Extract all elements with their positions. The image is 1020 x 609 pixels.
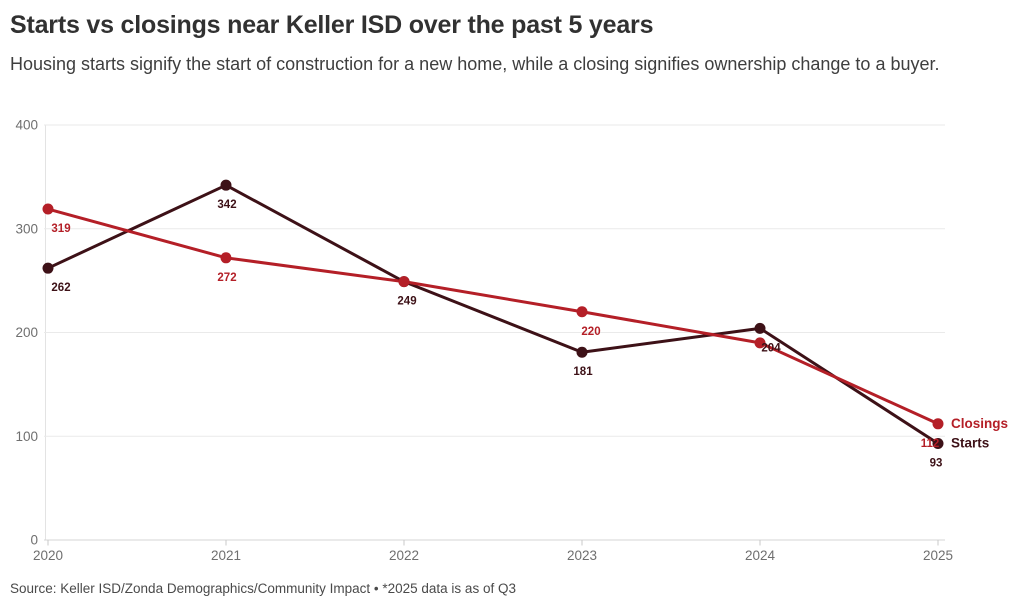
data-point-closings-2025: [932, 418, 944, 430]
y-axis-label: 100: [15, 429, 38, 444]
x-axis-label: 2020: [33, 548, 63, 563]
data-point-closings-2020: [42, 203, 54, 215]
y-axis-label: 200: [15, 325, 38, 340]
value-label-starts-2020: 262: [51, 282, 70, 294]
value-label-starts-2022: 249: [397, 296, 416, 308]
series-line-starts: [46, 183, 940, 446]
x-axis-label: 2022: [389, 548, 419, 563]
value-label-closings-2025: 112: [921, 438, 940, 450]
series-end-label-closings: Closings: [951, 416, 1008, 431]
data-point-starts-2021: [220, 179, 232, 191]
x-axis-label: 2021: [211, 548, 241, 563]
x-axis-label: 2025: [923, 548, 953, 563]
x-axis-label: 2024: [745, 548, 776, 563]
y-axis-label: 300: [15, 221, 38, 236]
x-axis-label: 2023: [567, 548, 597, 563]
series-line-closings: [46, 207, 940, 426]
data-point-closings-2021: [220, 252, 232, 264]
value-label-starts-2023: 181: [573, 366, 593, 378]
value-label-starts-2024: 204: [761, 342, 781, 354]
y-axis-label: 400: [15, 118, 38, 133]
value-label-closings-2023: 220: [581, 326, 600, 338]
y-axis-label: 0: [30, 533, 38, 548]
data-point-starts-2023: [576, 346, 588, 358]
data-point-closings-2022: [398, 276, 410, 288]
source-note: Source: Keller ISD/Zonda Demographics/Co…: [10, 581, 516, 596]
data-point-closings-2024: [754, 337, 766, 349]
value-label-starts-2025: 93: [930, 458, 943, 470]
chart-title: Starts vs closings near Keller ISD over …: [10, 11, 654, 39]
data-point-starts-2025: [932, 438, 944, 450]
value-label-closings-2021: 272: [217, 272, 236, 284]
series-end-label-starts: Starts: [951, 436, 989, 451]
data-point-starts-2024: [754, 322, 766, 334]
data-point-closings-2023: [576, 306, 588, 318]
data-point-starts-2022: [398, 276, 410, 288]
data-point-starts-2020: [42, 262, 54, 274]
value-label-closings-2020: 319: [51, 223, 70, 235]
chart-subtitle: Housing starts signify the start of cons…: [10, 54, 940, 74]
value-label-starts-2021: 342: [217, 199, 236, 211]
